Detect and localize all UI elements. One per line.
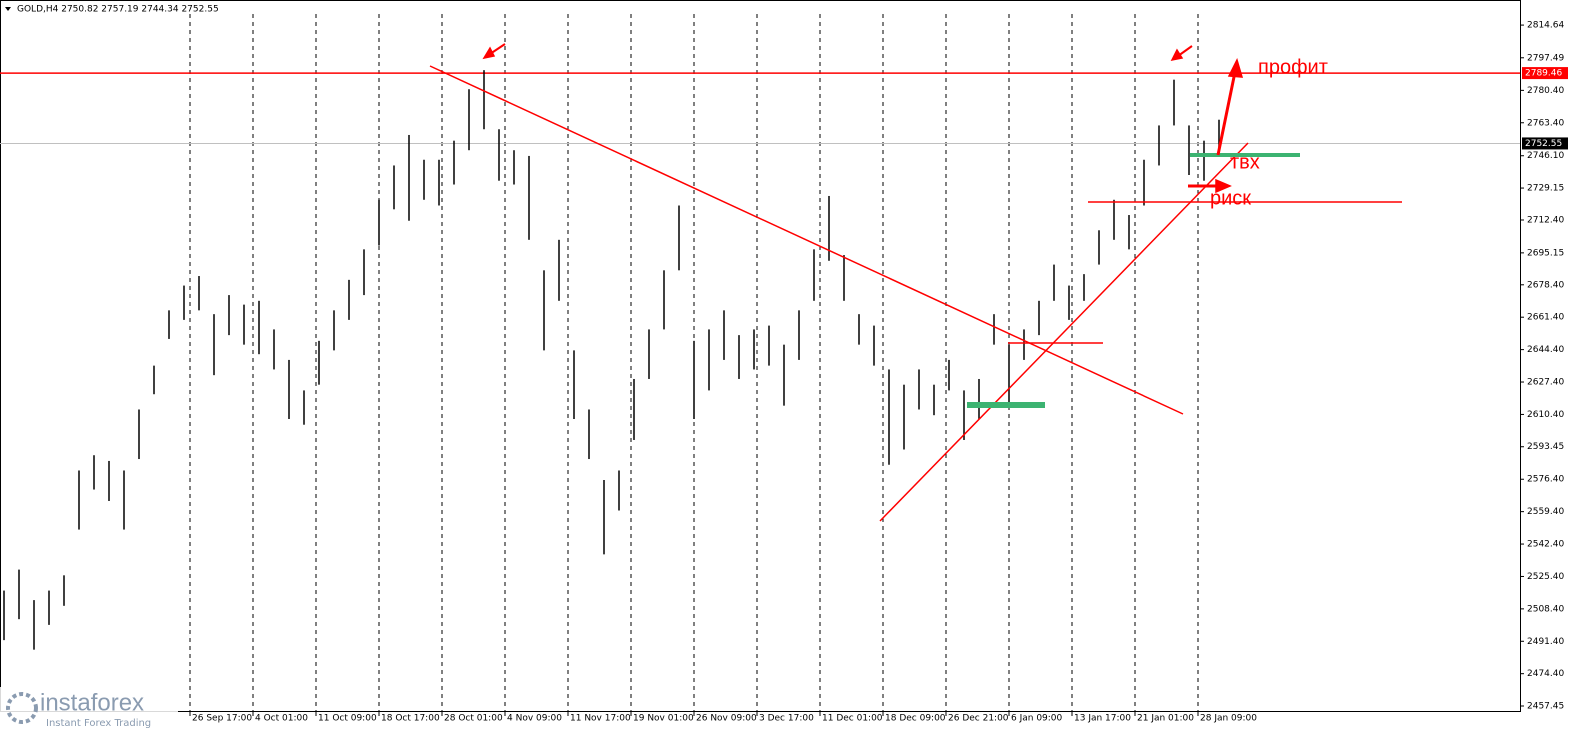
annotation: профит <box>1258 56 1328 78</box>
x-tick-label: 4 Oct 01:00 <box>255 714 308 724</box>
y-tick-label: 2712.40 <box>1527 215 1564 225</box>
y-tick-label: 2644.40 <box>1527 345 1564 355</box>
y-tick-label: 2797.49 <box>1527 53 1564 63</box>
header: GOLD,H4 2750.82 2757.19 2744.34 2752.55 <box>17 5 219 15</box>
y-tick-label: 2525.40 <box>1527 572 1564 582</box>
logo: instaforex Instant Forex Trading <box>0 687 178 731</box>
header-icon <box>5 7 11 11</box>
trend-line <box>879 142 1249 522</box>
price-label-bg <box>1522 137 1568 150</box>
x-tick-label: 28 Oct 01:00 <box>444 714 503 724</box>
arrow-head <box>1170 48 1184 62</box>
bars <box>3 70 1220 650</box>
annotation: твх <box>1230 151 1260 173</box>
grid <box>0 14 1520 712</box>
y-tick-label: 2508.40 <box>1527 604 1564 614</box>
x-tick-label: 11 Nov 17:00 <box>570 714 631 724</box>
y-tick-label: 2559.40 <box>1527 507 1564 517</box>
y-tick-label: 2593.45 <box>1527 442 1564 452</box>
x-tick-label: 6 Jan 09:00 <box>1011 714 1063 724</box>
price-label: 2789.46 <box>1525 69 1562 79</box>
logo-icon <box>6 692 38 724</box>
price-label-bg <box>1522 67 1568 80</box>
arrow <box>1216 71 1237 156</box>
logo-name: instaforex <box>40 689 144 716</box>
x-tick-label: 21 Jan 01:00 <box>1137 714 1194 724</box>
x-tick-label: 3 Dec 17:00 <box>759 714 814 724</box>
y-tick-label: 2780.40 <box>1527 86 1564 96</box>
x-tick-label: 28 Jan 09:00 <box>1200 714 1257 724</box>
y-tick-label: 2814.64 <box>1527 21 1564 31</box>
x-tick-label: 26 Nov 09:00 <box>696 714 757 724</box>
x-tick-label: 19 Nov 01:00 <box>633 714 694 724</box>
arrow-head <box>1227 57 1244 78</box>
x-tick-label: 4 Nov 09:00 <box>507 714 562 724</box>
x-tick-label: 18 Dec 09:00 <box>885 714 946 724</box>
x-tick-label: 18 Oct 17:00 <box>381 714 440 724</box>
y-tick-label: 2542.40 <box>1527 540 1564 550</box>
x-tick-label: 26 Dec 21:00 <box>948 714 1009 724</box>
arrow-head <box>1215 178 1232 194</box>
annotation: риск <box>1210 187 1251 209</box>
y-tick-label: 2627.40 <box>1527 378 1564 388</box>
price-label: 2752.55 <box>1525 139 1562 149</box>
y-tick-label: 2474.40 <box>1527 669 1564 679</box>
y-tick-label: 2746.10 <box>1527 151 1564 161</box>
y-tick-label: 2491.40 <box>1527 637 1564 647</box>
y-tick-label: 2695.15 <box>1527 248 1564 258</box>
x-tick-label: 11 Dec 01:00 <box>822 714 883 724</box>
y-tick-label: 2576.40 <box>1527 475 1564 485</box>
y-tick-label: 2661.40 <box>1527 313 1564 323</box>
logo-tagline: Instant Forex Trading <box>46 718 151 729</box>
arrow-head <box>482 46 496 60</box>
plot-frame <box>0 0 1521 712</box>
y-tick-label: 2610.40 <box>1527 410 1564 420</box>
y-tick-label: 2729.15 <box>1527 184 1564 194</box>
drawings <box>429 43 1402 522</box>
x-tick-label: 13 Jan 17:00 <box>1074 714 1131 724</box>
x-tick-label: 11 Oct 09:00 <box>318 714 377 724</box>
y-tick-label: 2678.40 <box>1527 280 1564 290</box>
y-tick-label: 2457.45 <box>1527 701 1564 711</box>
trend-line <box>429 65 1184 415</box>
y-tick-label: 2763.40 <box>1527 118 1564 128</box>
x-tick-label: 26 Sep 17:00 <box>192 714 252 724</box>
